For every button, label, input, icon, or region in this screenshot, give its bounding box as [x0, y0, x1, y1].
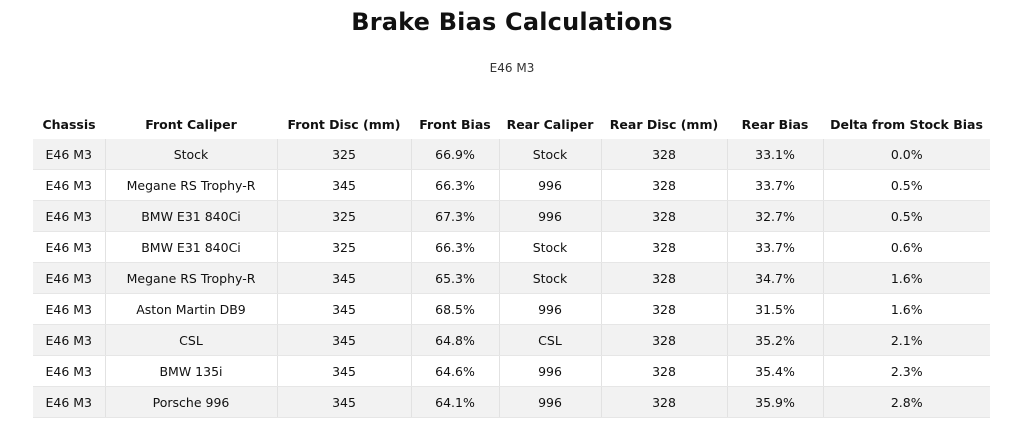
table-row: E46 M3 Porsche 996 345 64.1% 996 328 35.… [33, 386, 990, 418]
cell-rear-disc: 328 [601, 169, 728, 201]
cell-front-disc: 325 [277, 139, 412, 170]
cell-rear-caliper: 996 [499, 169, 602, 201]
cell-rear-disc: 328 [601, 262, 728, 294]
cell-delta-from-stock-bias: 0.5% [823, 169, 990, 201]
cell-chassis: E46 M3 [33, 139, 106, 170]
cell-rear-bias: 35.2% [727, 324, 824, 356]
cell-front-bias: 64.6% [411, 355, 500, 387]
cell-chassis: E46 M3 [33, 231, 106, 263]
cell-chassis: E46 M3 [33, 386, 106, 418]
cell-rear-caliper: CSL [499, 324, 602, 356]
column-header-front-disc: Front Disc (mm) [287, 116, 401, 132]
cell-delta-from-stock-bias: 2.1% [823, 324, 990, 356]
cell-front-caliper: CSL [105, 324, 278, 356]
column-header-rear-caliper: Rear Caliper [506, 116, 594, 132]
cell-front-caliper: BMW E31 840Ci [105, 231, 278, 263]
cell-chassis: E46 M3 [33, 262, 106, 294]
cell-rear-bias: 34.7% [727, 262, 824, 294]
cell-rear-caliper: Stock [499, 262, 602, 294]
cell-front-disc: 325 [277, 231, 412, 263]
cell-front-caliper: Porsche 996 [105, 386, 278, 418]
table-row: E46 M3 Aston Martin DB9 345 68.5% 996 32… [33, 293, 990, 325]
cell-rear-disc: 328 [601, 200, 728, 232]
table-row: E46 M3 BMW 135i 345 64.6% 996 328 35.4% … [33, 355, 990, 387]
cell-delta-from-stock-bias: 1.6% [823, 262, 990, 294]
cell-rear-caliper: 996 [499, 200, 602, 232]
table-header-row: Chassis Front Caliper Front Disc (mm) Fr… [33, 109, 990, 139]
cell-rear-bias: 32.7% [727, 200, 824, 232]
cell-delta-from-stock-bias: 2.3% [823, 355, 990, 387]
cell-front-caliper: Megane RS Trophy-R [105, 262, 278, 294]
cell-front-caliper: Stock [105, 139, 278, 170]
table-row: E46 M3 BMW E31 840Ci 325 67.3% 996 328 3… [33, 200, 990, 232]
cell-chassis: E46 M3 [33, 200, 106, 232]
cell-rear-bias: 31.5% [727, 293, 824, 325]
cell-chassis: E46 M3 [33, 324, 106, 356]
cell-front-disc: 345 [277, 262, 412, 294]
table-row: E46 M3 CSL 345 64.8% CSL 328 35.2% 2.1% [33, 324, 990, 356]
cell-front-caliper: BMW E31 840Ci [105, 200, 278, 232]
cell-rear-disc: 328 [601, 386, 728, 418]
cell-front-bias: 68.5% [411, 293, 500, 325]
cell-front-caliper: BMW 135i [105, 355, 278, 387]
page-subtitle: E46 M3 [489, 61, 535, 75]
table-row: E46 M3 Stock 325 66.9% Stock 328 33.1% 0… [33, 139, 990, 170]
table-row: E46 M3 BMW E31 840Ci 325 66.3% Stock 328… [33, 231, 990, 263]
cell-rear-disc: 328 [601, 355, 728, 387]
cell-rear-bias: 35.9% [727, 386, 824, 418]
column-header-rear-disc: Rear Disc (mm) [609, 116, 719, 132]
cell-rear-bias: 33.7% [727, 231, 824, 263]
cell-front-caliper: Megane RS Trophy-R [105, 169, 278, 201]
cell-rear-disc: 328 [601, 293, 728, 325]
cell-front-bias: 67.3% [411, 200, 500, 232]
cell-front-bias: 64.1% [411, 386, 500, 418]
brake-bias-table: Chassis Front Caliper Front Disc (mm) Fr… [33, 109, 990, 418]
cell-front-disc: 345 [277, 324, 412, 356]
cell-front-caliper: Aston Martin DB9 [105, 293, 278, 325]
page-title: Brake Bias Calculations [351, 8, 673, 36]
cell-delta-from-stock-bias: 1.6% [823, 293, 990, 325]
cell-delta-from-stock-bias: 0.0% [823, 139, 990, 170]
column-header-rear-bias: Rear Bias [741, 116, 809, 132]
table-row: E46 M3 Megane RS Trophy-R 345 66.3% 996 … [33, 169, 990, 201]
cell-rear-caliper: 996 [499, 386, 602, 418]
cell-front-bias: 64.8% [411, 324, 500, 356]
cell-front-disc: 345 [277, 386, 412, 418]
cell-front-disc: 325 [277, 200, 412, 232]
table-row: E46 M3 Megane RS Trophy-R 345 65.3% Stoc… [33, 262, 990, 294]
cell-delta-from-stock-bias: 0.5% [823, 200, 990, 232]
cell-rear-bias: 33.7% [727, 169, 824, 201]
cell-rear-caliper: Stock [499, 139, 602, 170]
column-header-front-caliper: Front Caliper [145, 116, 237, 132]
cell-front-disc: 345 [277, 355, 412, 387]
cell-rear-disc: 328 [601, 324, 728, 356]
cell-rear-disc: 328 [601, 231, 728, 263]
cell-chassis: E46 M3 [33, 355, 106, 387]
column-header-delta-from-stock-bias: Delta from Stock Bias [830, 116, 983, 132]
cell-rear-bias: 35.4% [727, 355, 824, 387]
cell-front-disc: 345 [277, 169, 412, 201]
cell-delta-from-stock-bias: 0.6% [823, 231, 990, 263]
column-header-chassis: Chassis [42, 116, 96, 132]
cell-chassis: E46 M3 [33, 293, 106, 325]
cell-front-bias: 66.9% [411, 139, 500, 170]
cell-front-disc: 345 [277, 293, 412, 325]
cell-rear-caliper: Stock [499, 231, 602, 263]
cell-front-bias: 66.3% [411, 231, 500, 263]
cell-front-bias: 66.3% [411, 169, 500, 201]
column-header-front-bias: Front Bias [419, 116, 491, 132]
cell-rear-caliper: 996 [499, 355, 602, 387]
cell-rear-disc: 328 [601, 139, 728, 170]
cell-front-bias: 65.3% [411, 262, 500, 294]
cell-rear-caliper: 996 [499, 293, 602, 325]
table-body: E46 M3 Stock 325 66.9% Stock 328 33.1% 0… [33, 139, 990, 418]
cell-rear-bias: 33.1% [727, 139, 824, 170]
cell-chassis: E46 M3 [33, 169, 106, 201]
cell-delta-from-stock-bias: 2.8% [823, 386, 990, 418]
